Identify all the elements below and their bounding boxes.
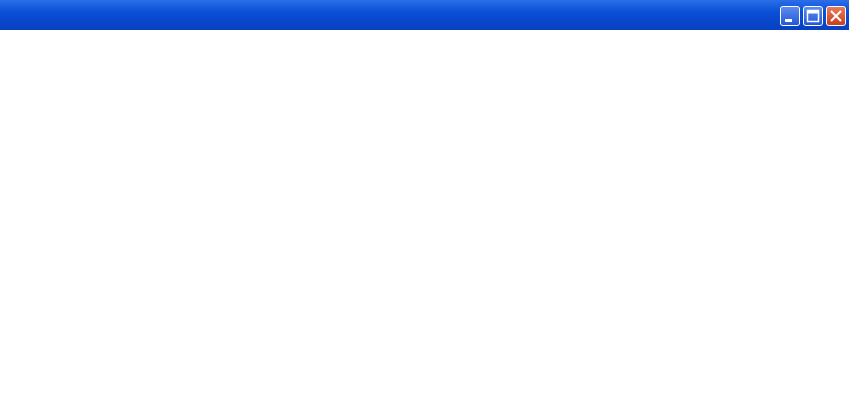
maximize-button[interactable] xyxy=(803,6,823,26)
close-button[interactable] xyxy=(826,6,846,26)
title-bar: 20042005JFMAMJJASONDJFMAMJ xyxy=(0,0,849,377)
chart xyxy=(0,30,849,402)
minimize-button[interactable]: 20042005JFMAMJJASONDJFMAMJ xyxy=(780,6,849,377)
